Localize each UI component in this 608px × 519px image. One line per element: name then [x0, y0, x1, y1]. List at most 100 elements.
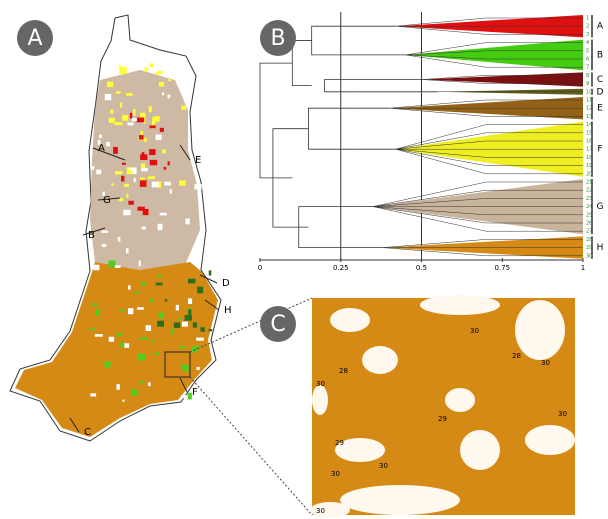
map-patch	[122, 400, 124, 402]
leaf-label: 4	[586, 40, 589, 46]
inset-blob	[420, 295, 500, 315]
map-patch	[99, 135, 102, 139]
leaf-label: 29	[586, 245, 592, 251]
map-patch	[159, 82, 164, 86]
map-patch	[156, 283, 163, 286]
map-patch	[90, 328, 95, 330]
inset-blob	[515, 300, 565, 360]
map-patch	[162, 149, 166, 153]
map-patch	[141, 282, 146, 286]
map-patch	[140, 337, 147, 340]
map-patch	[196, 367, 199, 370]
inset-blob	[460, 430, 500, 470]
map-patch	[135, 291, 139, 293]
map-patch	[144, 139, 147, 142]
map-patch	[120, 103, 122, 108]
leaf-label: 13	[586, 114, 592, 120]
callout-label: G	[103, 195, 111, 206]
leaf-label: 5	[586, 48, 589, 54]
axis-tick-label: 0.5	[416, 264, 427, 272]
map-patch	[178, 318, 181, 321]
map-patch	[181, 395, 188, 398]
map-patch	[170, 189, 172, 193]
map-patch	[115, 265, 121, 268]
map-patch	[93, 265, 99, 270]
region-label: 28	[512, 352, 521, 360]
map-patch	[139, 381, 144, 383]
map-patch	[120, 309, 124, 312]
map-patch	[106, 142, 110, 146]
cluster-label: D	[597, 87, 604, 97]
cluster-label: G	[597, 202, 604, 212]
leaf-label: 26	[586, 221, 592, 227]
map-patch	[149, 106, 152, 112]
inset-blob	[340, 485, 460, 515]
map-patch	[151, 339, 154, 343]
leaf-label: 25	[586, 212, 592, 218]
map-patch	[148, 382, 151, 386]
leaf-label: 19	[586, 163, 592, 169]
map-patch	[124, 184, 129, 187]
map-patch	[115, 122, 123, 125]
map-patch	[102, 244, 107, 247]
map-patch	[130, 168, 133, 171]
inset-blob	[362, 346, 398, 374]
figure: EAGBDHFC 3028283030302929303030 00.250.5…	[0, 0, 608, 519]
leaf-label: 22	[586, 188, 592, 194]
leaf-label: 30	[586, 253, 592, 259]
map-patch	[171, 329, 174, 334]
map-patch	[101, 231, 108, 233]
map-patch	[176, 305, 179, 311]
inset-blob	[312, 385, 328, 415]
zoom-line	[190, 377, 312, 515]
leaf-label: 27	[586, 229, 592, 235]
leaf-label: 21	[586, 180, 592, 186]
inset-blob	[445, 388, 475, 412]
map-patch	[158, 274, 161, 278]
map-patch	[140, 154, 147, 160]
map-patch	[185, 315, 192, 321]
map-patch	[143, 209, 149, 215]
axis-tick-label: 1	[581, 264, 585, 272]
map-patch	[165, 299, 167, 302]
map-patch	[138, 354, 146, 360]
map-patch	[181, 105, 186, 109]
map-patch	[162, 92, 164, 95]
map-patch	[183, 365, 188, 372]
cluster-label: A	[597, 22, 604, 32]
map-patch	[209, 270, 212, 275]
leaf-label: 18	[586, 155, 592, 161]
map-patch	[122, 115, 128, 121]
map-patch	[185, 218, 189, 224]
inset-panel: 3028283030302929303030	[310, 295, 575, 518]
map-patch	[117, 333, 122, 336]
map-patch	[155, 72, 159, 75]
leaf-label: 15	[586, 130, 592, 136]
region-label: 30	[470, 327, 479, 335]
region-label: 29	[438, 415, 447, 423]
map-patch	[139, 135, 143, 140]
map-patch	[153, 116, 160, 121]
leaf-label: 9	[586, 81, 589, 87]
map-patch	[128, 201, 134, 205]
map-patch	[132, 118, 137, 121]
cluster-label: B	[597, 50, 603, 60]
callout-label: C	[84, 427, 91, 438]
region-label: 29	[335, 439, 344, 447]
map-patch	[134, 178, 136, 182]
cluster-label: E	[597, 104, 603, 114]
map-patch	[167, 95, 170, 99]
leaf-label: 14	[586, 122, 592, 128]
map-patch	[116, 91, 121, 93]
map-patch	[122, 163, 126, 165]
leaf-label: 10	[586, 89, 592, 95]
merge-branch	[312, 26, 357, 55]
leaf-label: 1	[586, 16, 589, 22]
map-patch	[130, 113, 132, 119]
map-patch	[209, 329, 213, 331]
map-patch	[91, 166, 94, 170]
map-patch	[96, 170, 101, 175]
map-patch	[116, 384, 119, 390]
orange-zone	[15, 262, 218, 437]
